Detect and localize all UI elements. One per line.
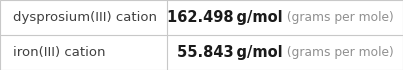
Text: iron(III) cation: iron(III) cation [13, 46, 106, 59]
Text: 162.498 g/mol: 162.498 g/mol [168, 10, 283, 25]
Text: 55.843 g/mol: 55.843 g/mol [177, 45, 283, 60]
Text: (grams per mole): (grams per mole) [283, 11, 394, 24]
Text: dysprosium(III) cation: dysprosium(III) cation [13, 11, 158, 24]
Text: (grams per mole): (grams per mole) [283, 46, 394, 59]
